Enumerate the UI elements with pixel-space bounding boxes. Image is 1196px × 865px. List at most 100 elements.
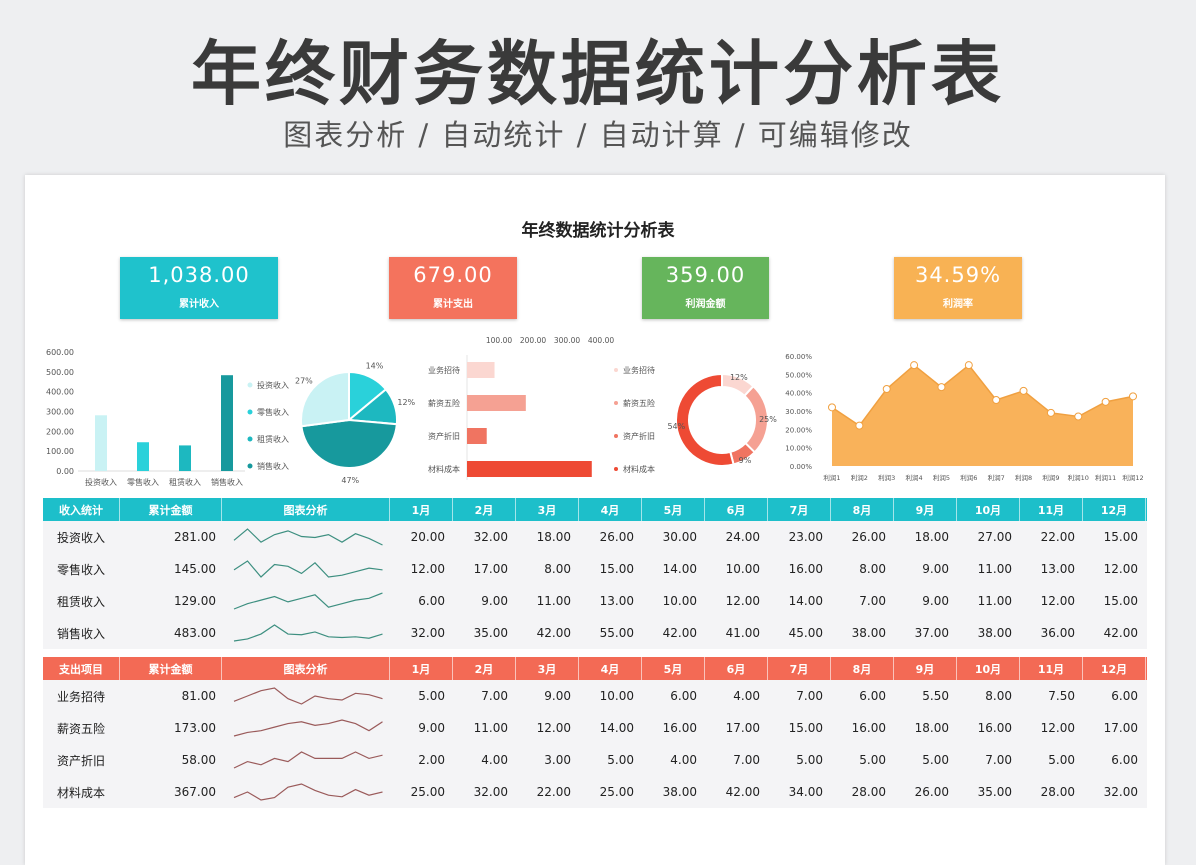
x-tick-label: 利润7 — [988, 473, 1005, 482]
month-value: 17.00 — [725, 721, 760, 735]
table-row: 零售收入 145.00 12.00 17.00 8.00 15.00 14.00 10.00 1… — [43, 553, 1147, 585]
x-tick-label: 利润5 — [933, 473, 950, 482]
table-row: 投资收入 281.00 20.00 32.00 18.00 26.00 30.00 24.00… — [43, 521, 1147, 553]
data-point — [828, 403, 836, 412]
month-value: 34.00 — [788, 785, 823, 799]
sparkline-path — [233, 624, 383, 642]
month-value: 16.00 — [662, 721, 697, 735]
month-value: 18.00 — [536, 530, 571, 544]
row-total: 145.00 — [174, 562, 216, 576]
month-value: 17.00 — [473, 562, 508, 576]
sparkline — [233, 592, 383, 610]
column-header: 图表分析 — [222, 657, 390, 680]
bar — [467, 461, 592, 477]
sparkline-path — [233, 783, 383, 801]
legend-marker — [614, 368, 618, 372]
x-tick-label: 利润1 — [823, 473, 840, 482]
table-row: 销售收入 483.00 32.00 35.00 42.00 55.00 42.00 41.00… — [43, 617, 1147, 649]
column-header: 9月 — [894, 657, 957, 680]
month-value: 8.00 — [544, 562, 571, 576]
sparkline-path — [233, 687, 383, 705]
legend-marker — [614, 434, 618, 438]
sparkline-path — [233, 592, 383, 610]
y-tick-label: 20.00% — [785, 426, 812, 434]
sparkline — [233, 687, 383, 705]
month-value: 2.00 — [418, 753, 445, 767]
kpi-value: 34.59% — [914, 263, 1002, 287]
legend-label: 租赁收入 — [257, 434, 289, 444]
month-value: 35.00 — [977, 785, 1012, 799]
x-tick-label: 200.00 — [520, 336, 546, 345]
month-value: 14.00 — [788, 594, 823, 608]
table-row: 材料成本 367.00 25.00 32.00 22.00 25.00 38.00 42.00… — [43, 776, 1147, 808]
month-value: 7.50 — [1048, 689, 1075, 703]
data-point — [1129, 392, 1137, 401]
column-header: 10月 — [957, 498, 1020, 521]
month-value: 28.00 — [1040, 785, 1075, 799]
row-name: 业务招待 — [57, 689, 106, 704]
y-tick-label: 0.00 — [56, 467, 74, 476]
month-value: 26.00 — [599, 530, 634, 544]
column-header: 11月 — [1020, 657, 1083, 680]
legend-label: 薪资五险 — [623, 398, 655, 408]
column-header: 8月 — [831, 657, 894, 680]
row-name: 租赁收入 — [57, 594, 106, 609]
data-point — [910, 361, 919, 370]
slice-label: 54% — [667, 422, 685, 431]
month-value: 4.00 — [481, 753, 508, 767]
month-value: 14.00 — [662, 562, 697, 576]
month-value: 27.00 — [977, 530, 1012, 544]
legend-marker — [247, 409, 253, 415]
month-value: 9.00 — [922, 562, 949, 576]
data-point — [992, 396, 1001, 404]
sparkline-path — [233, 719, 383, 737]
kpi-value: 679.00 — [413, 263, 493, 287]
bar — [467, 362, 495, 378]
x-tick-label: 销售收入 — [211, 477, 243, 487]
month-value: 10.00 — [599, 689, 634, 703]
month-value: 9.00 — [481, 594, 508, 608]
month-value: 7.00 — [985, 753, 1012, 767]
month-value: 15.00 — [1103, 530, 1138, 544]
page-subtitle: 图表分析 / 自动统计 / 自动计算 / 可编辑修改 — [283, 118, 913, 152]
month-value: 45.00 — [788, 626, 823, 640]
row-name: 薪资五险 — [57, 721, 106, 736]
month-value: 23.00 — [788, 530, 823, 544]
column-header: 7月 — [768, 498, 831, 521]
y-tick-label: 资产折旧 — [428, 431, 460, 441]
bar — [467, 428, 487, 444]
kpi-profit: 359.00 利润金额 — [642, 257, 769, 319]
month-value: 5.00 — [1048, 753, 1075, 767]
month-value: 38.00 — [851, 626, 886, 640]
month-value: 13.00 — [599, 594, 634, 608]
x-tick-label: 租赁收入 — [169, 477, 201, 487]
pie-slice — [300, 418, 398, 469]
sparkline — [233, 783, 383, 801]
column-header: 2月 — [453, 498, 516, 521]
y-tick-label: 100.00 — [46, 447, 74, 456]
y-tick-label: 50.00% — [785, 371, 812, 379]
data-point — [937, 383, 946, 392]
month-value: 12.00 — [536, 721, 571, 735]
month-value: 25.00 — [599, 785, 634, 799]
legend-label: 材料成本 — [623, 464, 655, 474]
month-value: 5.00 — [922, 753, 949, 767]
sparkline-cell — [222, 680, 390, 712]
sparkline-path — [233, 528, 383, 546]
column-header: 1月 — [390, 498, 453, 521]
sparkline-cell — [222, 744, 390, 776]
legend-marker — [247, 436, 253, 442]
month-value: 3.00 — [544, 753, 571, 767]
month-value: 7.00 — [859, 594, 886, 608]
column-header: 累计金额 — [120, 498, 222, 521]
month-value: 11.00 — [977, 562, 1012, 576]
table-header: 支出项目 累计金额 图表分析 1月 2月 3月 4月 5月 6月 7月 8月 9月 10月 11月 12月 — [43, 657, 1147, 680]
legend-label: 投资收入 — [257, 380, 289, 390]
column-header: 累计金额 — [120, 657, 222, 680]
month-value: 14.00 — [599, 721, 634, 735]
legend-marker — [614, 467, 618, 471]
kpi-label: 累计收入 — [179, 299, 219, 310]
month-value: 11.00 — [536, 594, 571, 608]
month-value: 24.00 — [725, 530, 760, 544]
month-value: 22.00 — [536, 785, 571, 799]
